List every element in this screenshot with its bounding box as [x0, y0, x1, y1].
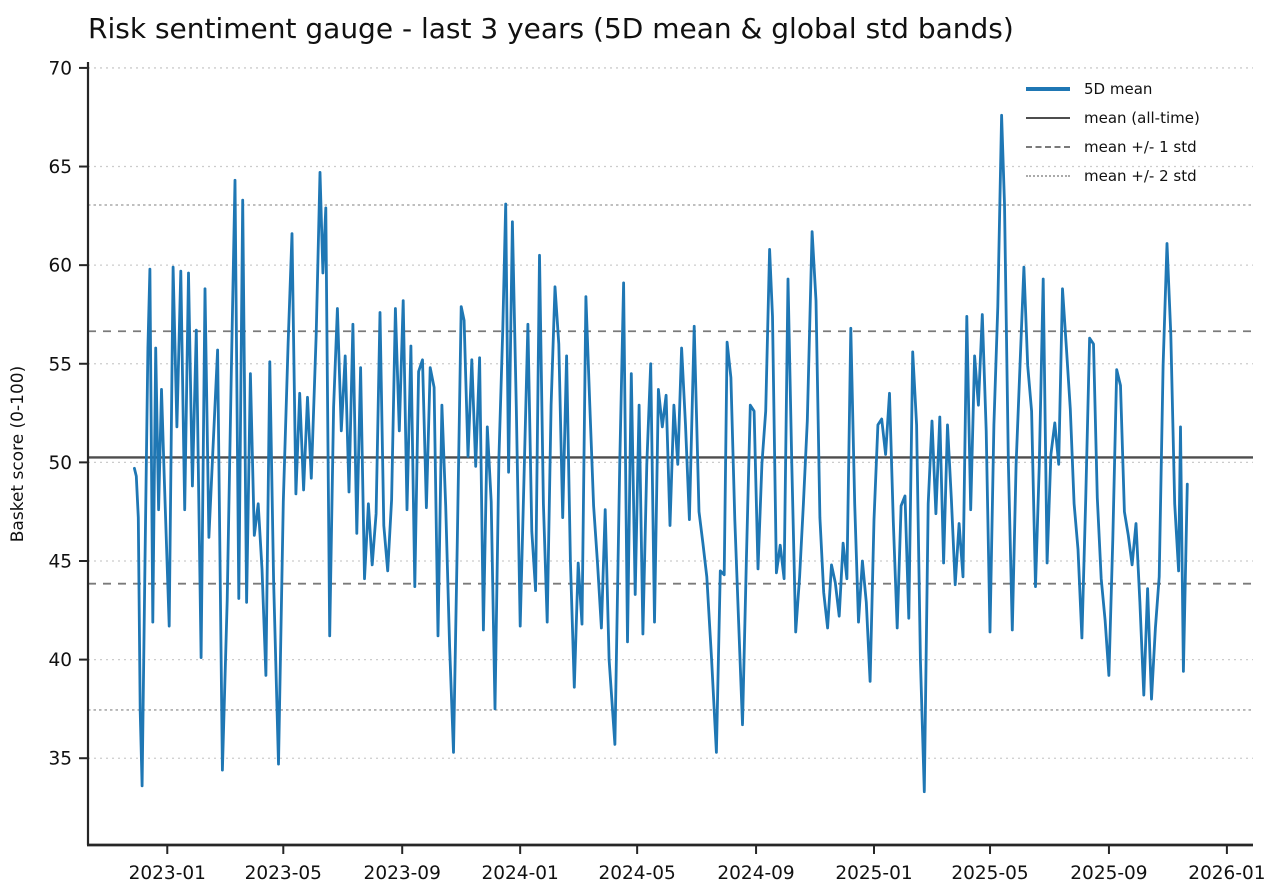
- x-tick-label: 2023-09: [364, 863, 441, 884]
- y-tick-label: 70: [48, 58, 72, 79]
- y-tick-label: 60: [48, 256, 72, 277]
- x-tick-label: 2024-05: [598, 863, 675, 884]
- chart-title: Risk sentiment gauge - last 3 years (5D …: [88, 12, 1014, 45]
- x-tick-label: 2025-05: [951, 863, 1028, 884]
- legend-label: mean +/- 1 std: [1084, 137, 1197, 156]
- legend-label: 5D mean: [1084, 79, 1153, 98]
- legend-label: mean (all-time): [1084, 108, 1200, 127]
- legend-item-mean-all-time: mean (all-time): [1026, 103, 1200, 132]
- legend-item-5d-mean: 5D mean: [1026, 74, 1200, 103]
- series-5d-mean-line: [132, 113, 1189, 794]
- y-tick-label: 50: [48, 453, 72, 474]
- y-tick-label: 40: [48, 650, 72, 671]
- legend: 5D mean mean (all-time) mean +/- 1 std m…: [1026, 74, 1200, 190]
- x-tick-label: 2025-01: [835, 863, 912, 884]
- y-tick-label: 65: [48, 157, 72, 178]
- legend-line-sample-icon: [1026, 86, 1070, 91]
- x-tick-label: 2023-05: [245, 863, 322, 884]
- x-tick-label: 2024-09: [717, 863, 794, 884]
- legend-label: mean +/- 2 std: [1084, 166, 1197, 185]
- legend-line-sample-icon: [1026, 145, 1070, 148]
- x-tick-label: 2023-01: [129, 863, 206, 884]
- y-tick-label: 35: [48, 749, 72, 770]
- x-tick-label: 2026-01: [1188, 863, 1265, 884]
- legend-item-mean-1std: mean +/- 1 std: [1026, 132, 1200, 161]
- legend-item-mean-2std: mean +/- 2 std: [1026, 161, 1200, 190]
- legend-line-sample-icon: [1026, 174, 1070, 177]
- y-tick-label: 45: [48, 551, 72, 572]
- x-tick-label: 2024-01: [482, 863, 559, 884]
- x-tick-label: 2025-09: [1070, 863, 1147, 884]
- y-tick-label: 55: [48, 354, 72, 375]
- legend-line-sample-icon: [1026, 116, 1070, 119]
